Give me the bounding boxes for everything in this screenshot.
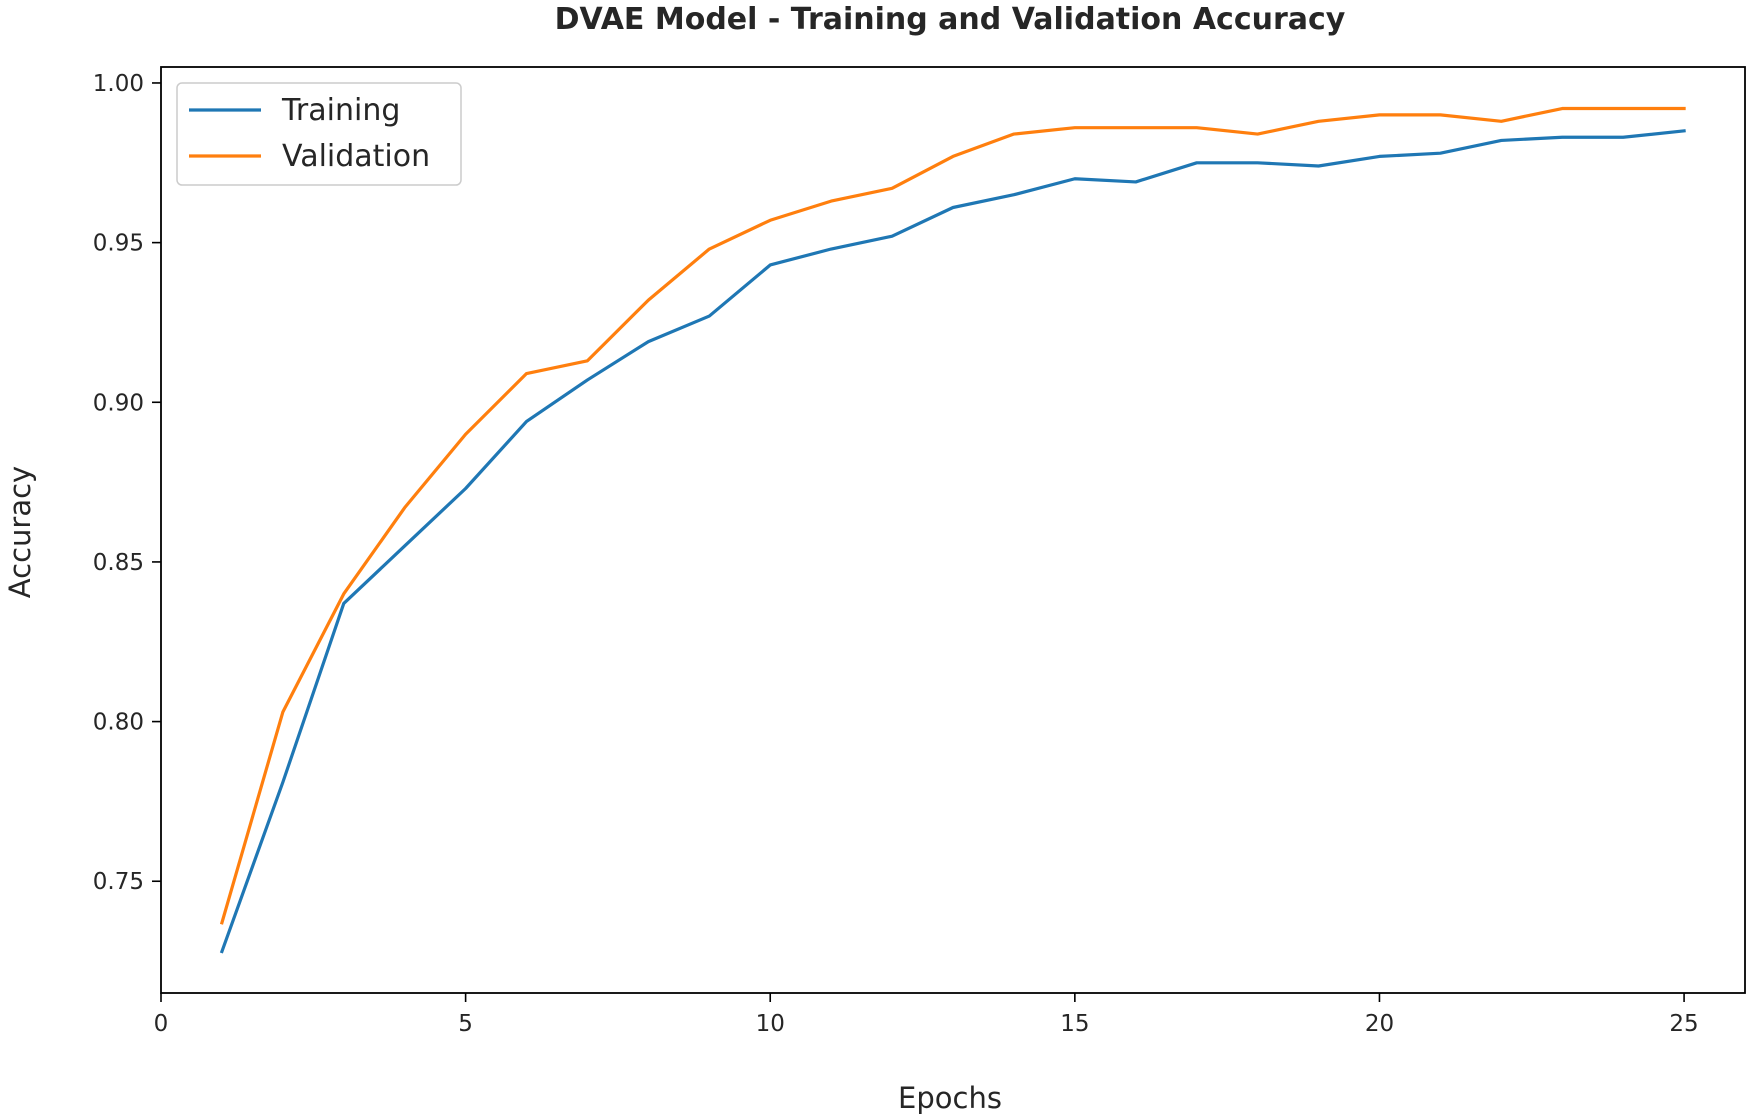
x-tick-label: 10 bbox=[756, 1011, 785, 1037]
y-axis-label: Accuracy bbox=[3, 466, 37, 598]
x-tick-label: 5 bbox=[458, 1011, 473, 1037]
x-tick-label: 0 bbox=[154, 1011, 169, 1037]
y-tick-label: 0.95 bbox=[93, 231, 144, 257]
series-line-training bbox=[219, 129, 1686, 954]
x-tick-label: 25 bbox=[1669, 1011, 1698, 1037]
y-tick-label: 0.75 bbox=[93, 869, 144, 895]
chart-title: DVAE Model - Training and Validation Acc… bbox=[555, 2, 1346, 37]
series-lines bbox=[219, 106, 1686, 954]
x-tick-label: 20 bbox=[1365, 1011, 1394, 1037]
y-axis-ticks: 0.75 0.80 0.85 0.90 0.95 1.00 bbox=[93, 71, 161, 895]
y-tick-label: 0.85 bbox=[93, 550, 144, 576]
legend-label-training: Training bbox=[281, 93, 400, 128]
x-axis-label: Epochs bbox=[898, 1081, 1002, 1115]
legend-label-validation: Validation bbox=[282, 139, 430, 174]
x-tick-label: 15 bbox=[1060, 1011, 1089, 1037]
y-tick-label: 1.00 bbox=[93, 71, 144, 97]
plot-area-frame bbox=[160, 66, 1746, 994]
series-line-validation bbox=[219, 106, 1686, 925]
x-axis-ticks: 0 5 10 15 20 25 bbox=[154, 993, 1699, 1037]
y-tick-label: 0.80 bbox=[93, 710, 144, 736]
legend: Training Validation bbox=[176, 82, 462, 186]
y-tick-label: 0.90 bbox=[93, 390, 144, 416]
